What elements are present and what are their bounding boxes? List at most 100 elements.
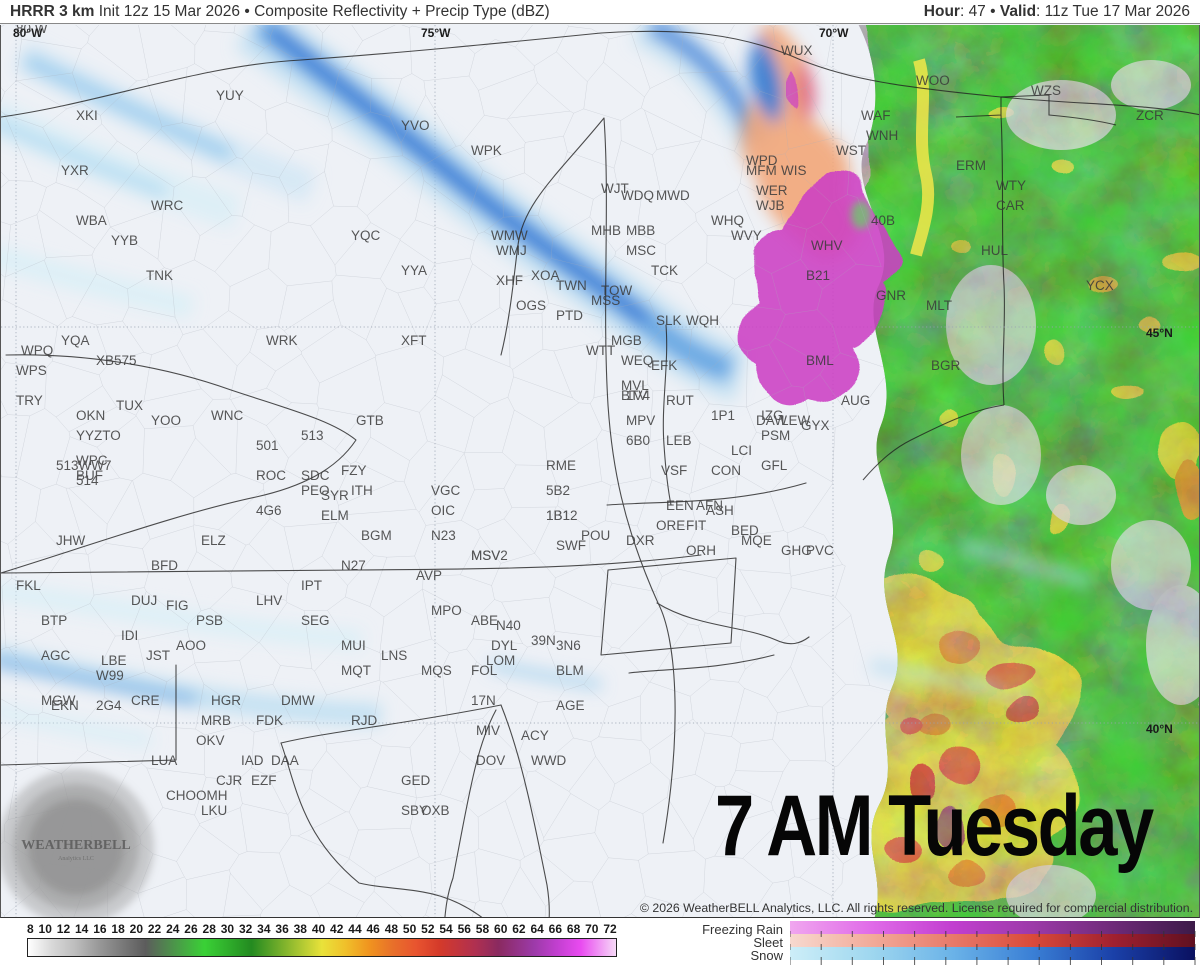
svg-text:WST: WST <box>836 143 866 158</box>
svg-text:WPK: WPK <box>471 143 502 158</box>
svg-text:OMH: OMH <box>196 788 228 803</box>
svg-text:ASH: ASH <box>706 503 734 518</box>
svg-text:XB575: XB575 <box>96 353 137 368</box>
svg-text:WMW: WMW <box>491 228 528 243</box>
svg-text:WAF: WAF <box>861 108 891 123</box>
svg-text:GFL: GFL <box>761 458 788 473</box>
svg-text:DXR: DXR <box>626 533 655 548</box>
svg-text:MIV: MIV <box>476 723 500 738</box>
svg-text:YVO: YVO <box>401 118 430 133</box>
svg-text:FDK: FDK <box>256 713 283 728</box>
svg-text:ABE: ABE <box>471 613 498 628</box>
svg-text:40B: 40B <box>871 213 895 228</box>
svg-text:YOO: YOO <box>151 413 181 428</box>
svg-text:WDQ: WDQ <box>621 188 654 203</box>
svg-text:PTD: PTD <box>556 308 583 323</box>
svg-text:FIT: FIT <box>686 518 706 533</box>
svg-text:B21: B21 <box>806 268 830 283</box>
svg-text:WZS: WZS <box>1031 83 1061 98</box>
svg-text:ITH: ITH <box>351 483 373 498</box>
svg-text:MQT: MQT <box>341 663 371 678</box>
svg-text:DAW: DAW <box>756 413 787 428</box>
svg-text:ACY: ACY <box>521 728 549 743</box>
svg-text:ROC: ROC <box>256 468 286 483</box>
svg-text:WWD: WWD <box>531 753 566 768</box>
svg-text:GYX: GYX <box>801 418 830 433</box>
svg-text:HUL: HUL <box>981 243 1008 258</box>
svg-text:LEB: LEB <box>666 433 692 448</box>
svg-text:MFM: MFM <box>746 163 777 178</box>
svg-text:OGS: OGS <box>516 298 546 313</box>
svg-text:CON: CON <box>711 463 741 478</box>
svg-text:BGR: BGR <box>931 358 961 373</box>
svg-text:PSM: PSM <box>761 428 790 443</box>
svg-text:CAR: CAR <box>996 198 1025 213</box>
svg-text:AUG: AUG <box>841 393 870 408</box>
svg-text:POU: POU <box>581 528 610 543</box>
svg-text:PSB: PSB <box>196 613 223 628</box>
svg-text:WJB: WJB <box>756 198 785 213</box>
svg-text:514: 514 <box>76 473 99 488</box>
svg-text:LCI: LCI <box>731 443 752 458</box>
svg-text:FIG: FIG <box>166 598 189 613</box>
svg-text:DAA: DAA <box>271 753 299 768</box>
svg-text:IPT: IPT <box>301 578 322 593</box>
svg-text:Analytics LLC: Analytics LLC <box>58 856 94 862</box>
svg-text:XKI: XKI <box>76 108 98 123</box>
svg-text:MHB: MHB <box>591 223 621 238</box>
svg-text:RUT: RUT <box>666 393 694 408</box>
svg-text:MRB: MRB <box>201 713 231 728</box>
svg-text:BLM: BLM <box>556 663 584 678</box>
svg-text:6B0: 6B0 <box>626 433 650 448</box>
svg-text:OKV: OKV <box>196 733 225 748</box>
svg-text:CHO: CHO <box>166 788 196 803</box>
svg-text:VGC: VGC <box>431 483 461 498</box>
svg-text:N27: N27 <box>341 558 366 573</box>
svg-text:YYB: YYB <box>111 233 138 248</box>
svg-text:LUA: LUA <box>151 753 177 768</box>
svg-text:45°N: 45°N <box>1146 326 1173 340</box>
svg-text:TWN: TWN <box>556 278 587 293</box>
svg-text:WNH: WNH <box>866 128 898 143</box>
svg-text:EFK: EFK <box>651 358 677 373</box>
svg-text:WOO: WOO <box>916 73 950 88</box>
svg-text:ORH: ORH <box>686 543 716 558</box>
svg-text:DMW: DMW <box>281 693 315 708</box>
svg-text:CJR: CJR <box>216 773 242 788</box>
svg-text:AGC: AGC <box>41 648 71 663</box>
svg-text:CRE: CRE <box>131 693 160 708</box>
svg-text:DOV: DOV <box>476 753 505 768</box>
svg-text:JHW: JHW <box>56 533 85 548</box>
svg-text:W99: W99 <box>96 668 124 683</box>
svg-text:TCK: TCK <box>651 263 678 278</box>
svg-text:LNS: LNS <box>381 648 407 663</box>
svg-text:MQE: MQE <box>741 533 772 548</box>
svg-text:FKL: FKL <box>16 578 41 593</box>
svg-text:WPC: WPC <box>76 453 108 468</box>
svg-text:WTY: WTY <box>996 178 1026 193</box>
svg-text:TNK: TNK <box>146 268 173 283</box>
svg-text:LBE: LBE <box>101 653 127 668</box>
svg-text:WPQ: WPQ <box>21 343 53 358</box>
svg-text:ORE: ORE <box>656 518 685 533</box>
svg-text:SEG: SEG <box>301 613 330 628</box>
svg-text:GTB: GTB <box>356 413 384 428</box>
svg-text:YUY: YUY <box>216 88 244 103</box>
svg-text:MPV: MPV <box>626 413 655 428</box>
svg-text:WHQ: WHQ <box>711 213 744 228</box>
svg-text:YXR: YXR <box>61 163 89 178</box>
svg-text:LOM: LOM <box>486 653 515 668</box>
svg-text:MPO: MPO <box>431 603 462 618</box>
svg-text:AVP: AVP <box>416 568 442 583</box>
svg-text:IAD: IAD <box>241 753 264 768</box>
svg-text:MLT: MLT <box>926 298 952 313</box>
svg-text:1B12: 1B12 <box>546 508 578 523</box>
svg-text:WPS: WPS <box>16 363 47 378</box>
svg-text:RME: RME <box>546 458 576 473</box>
svg-text:3N6: 3N6 <box>556 638 581 653</box>
svg-text:PEO: PEO <box>301 483 330 498</box>
svg-text:WUX: WUX <box>781 43 813 58</box>
svg-text:GNR: GNR <box>876 288 906 303</box>
svg-text:WMJ: WMJ <box>496 243 527 258</box>
svg-text:MUI: MUI <box>341 638 366 653</box>
